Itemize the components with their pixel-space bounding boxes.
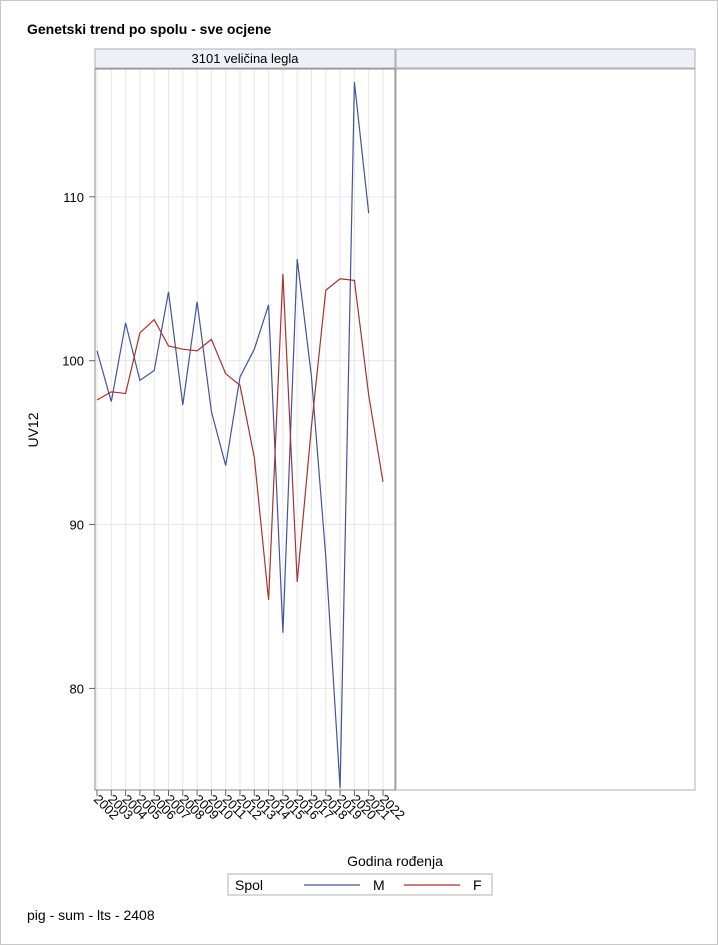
legend-label-F: F — [473, 877, 482, 893]
y-axis-label: UV12 — [25, 412, 41, 447]
x-axis-label: Godina rođenja — [347, 853, 443, 869]
y-tick-label: 90 — [70, 518, 84, 533]
panel-label: 3101 veličina legla — [192, 51, 300, 66]
panel-header-left — [94, 48, 396, 69]
legend-title: Spol — [235, 877, 263, 893]
grid-lines — [95, 69, 395, 790]
y-tick-label: 100 — [62, 354, 84, 369]
y-axis: 80 90 100 110 — [62, 190, 95, 696]
series-line-F — [96, 273, 384, 600]
x-axis: 2002200320042005200620072008200920102011… — [91, 790, 408, 823]
plot-area — [94, 68, 396, 791]
y-tick-label: 80 — [70, 681, 84, 696]
legend-label-M: M — [373, 877, 385, 893]
footer-note: pig - sum - lts - 2408 — [27, 907, 155, 923]
chart-title: Genetski trend po spolu - sve ocjene — [27, 21, 272, 37]
panel-header-right — [395, 48, 696, 69]
series-lines — [96, 82, 384, 789]
panel-right — [395, 68, 696, 791]
series-line-M — [96, 82, 370, 789]
y-tick-label: 110 — [63, 190, 84, 205]
